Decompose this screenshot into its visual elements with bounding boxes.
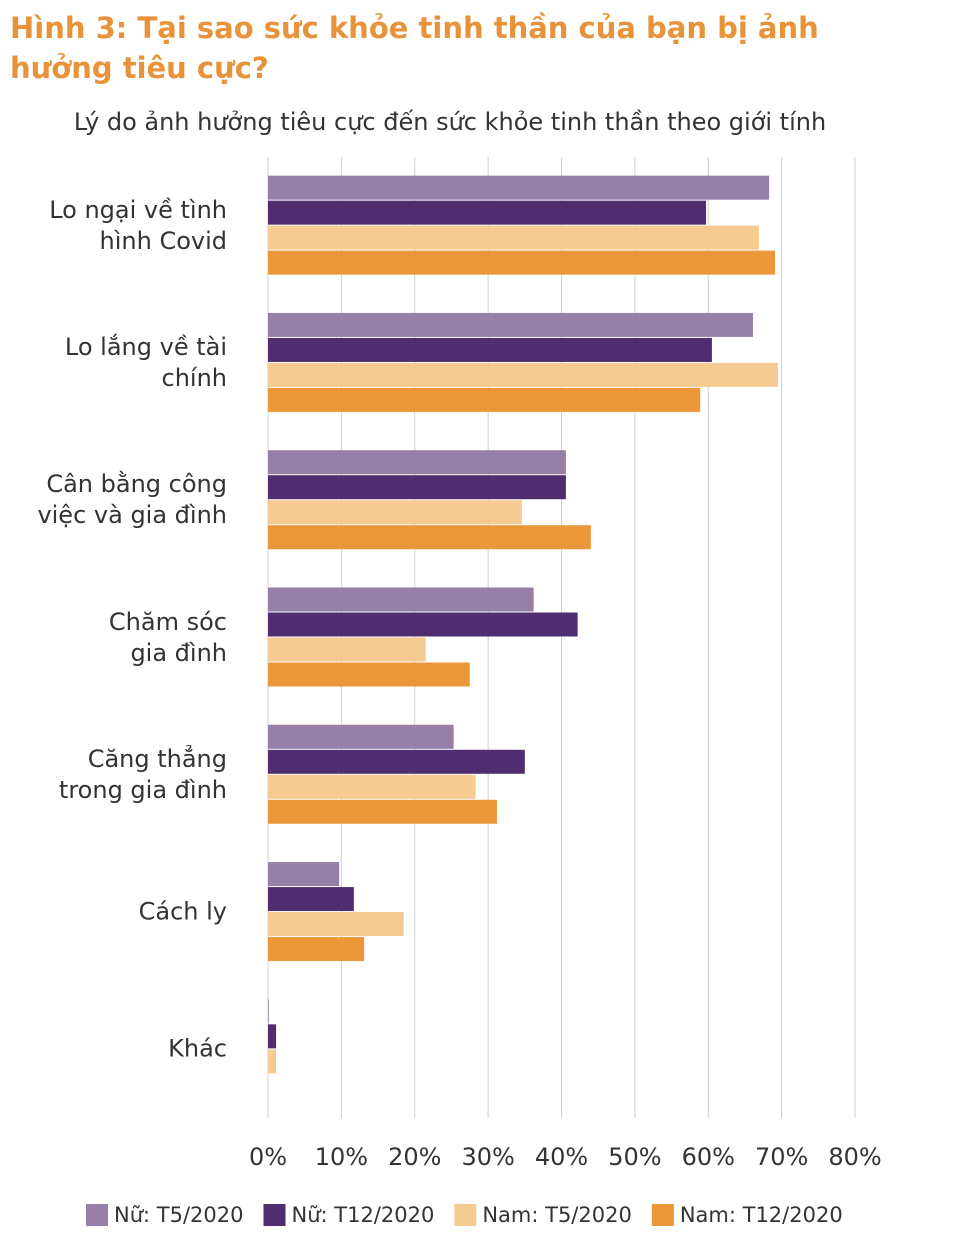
legend-swatch xyxy=(86,1204,108,1226)
bar xyxy=(268,250,776,275)
legend-swatch xyxy=(263,1204,286,1226)
x-tick-label: 50% xyxy=(608,1143,661,1171)
bar xyxy=(268,662,470,687)
x-tick-label: 80% xyxy=(828,1143,881,1171)
category-label: Căng thẳng trong gia đình xyxy=(58,744,227,804)
category-label: Cân bằng công việc và gia đình xyxy=(37,470,227,530)
bar xyxy=(268,450,566,475)
bar xyxy=(268,749,525,774)
x-tick-label: 10% xyxy=(315,1143,368,1171)
category-label: Lo ngại về tình hình Covid xyxy=(49,195,227,255)
bar xyxy=(268,587,534,612)
legend-label: Nữ: T12/2020 xyxy=(291,1203,434,1227)
bar xyxy=(268,200,707,225)
x-tick-label: 0% xyxy=(249,1143,287,1171)
legend-swatch xyxy=(651,1204,674,1226)
bar xyxy=(268,1049,277,1074)
bar xyxy=(268,475,566,500)
category-label: Cách ly xyxy=(138,897,227,926)
bar xyxy=(268,912,404,937)
legend-label: Nữ: T5/2020 xyxy=(114,1203,243,1227)
bar xyxy=(268,724,454,749)
category-label: Khác xyxy=(168,1034,227,1063)
bar xyxy=(268,525,591,550)
x-tick-label: 30% xyxy=(461,1143,514,1171)
chart-title: Hình 3: Tại sao sức khỏe tinh thần của b… xyxy=(10,11,819,85)
x-tick-label: 70% xyxy=(755,1143,808,1171)
bar xyxy=(268,937,365,962)
bar xyxy=(268,862,340,887)
bar xyxy=(268,1024,277,1049)
bar xyxy=(268,887,354,912)
bar xyxy=(268,799,497,824)
bar xyxy=(268,175,770,200)
bar xyxy=(268,362,778,387)
x-tick-label: 60% xyxy=(682,1143,735,1171)
bar xyxy=(268,999,269,1024)
bar xyxy=(268,637,426,662)
x-tick-label: 20% xyxy=(388,1143,441,1171)
legend-label: Nam: T5/2020 xyxy=(482,1203,632,1227)
legend-label: Nam: T12/2020 xyxy=(680,1203,843,1227)
bar xyxy=(268,225,759,250)
bar xyxy=(268,337,712,362)
legend-swatch xyxy=(454,1204,477,1226)
category-label: Chăm sóc gia đình xyxy=(108,607,227,667)
bar xyxy=(268,500,522,525)
x-tick-label: 40% xyxy=(535,1143,588,1171)
chart-subtitle: Lý do ảnh hưởng tiêu cực đến sức khỏe ti… xyxy=(74,108,826,136)
bar xyxy=(268,774,476,799)
bar xyxy=(268,612,578,637)
bar xyxy=(268,312,754,337)
category-label: Lo lắng về tài chính xyxy=(64,332,227,392)
bar xyxy=(268,387,701,412)
